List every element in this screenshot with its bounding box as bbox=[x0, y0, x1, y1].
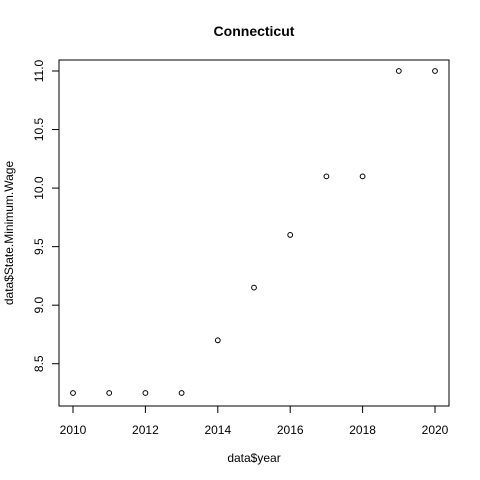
x-tick-label: 2018 bbox=[349, 423, 376, 437]
data-point bbox=[214, 337, 221, 344]
data-point bbox=[395, 68, 402, 74]
data-point bbox=[142, 390, 149, 396]
x-tick-label: 2012 bbox=[132, 423, 159, 437]
y-tick-label: 10.0 bbox=[32, 176, 46, 200]
y-tick-label: 9.0 bbox=[32, 297, 46, 314]
y-tick-label: 9.5 bbox=[32, 238, 46, 255]
data-point bbox=[359, 173, 366, 180]
y-axis: 8.5 9.0 9.5 10.0 10.5 11.0 bbox=[32, 59, 59, 372]
x-axis-label: data$year bbox=[227, 451, 280, 465]
y-tick-label: 8.5 bbox=[32, 355, 46, 372]
data-point bbox=[432, 68, 438, 74]
x-tick-label: 2014 bbox=[204, 423, 231, 437]
y-axis-label: data$State.Minimum.Wage bbox=[2, 161, 16, 306]
y-tick-label: 10.5 bbox=[32, 118, 46, 142]
data-points bbox=[70, 68, 438, 396]
data-point bbox=[251, 284, 257, 291]
x-axis: 2010 2012 2014 2016 2018 2020 bbox=[60, 406, 449, 437]
x-tick-label: 2010 bbox=[60, 423, 87, 437]
data-point bbox=[323, 173, 330, 180]
data-point bbox=[178, 390, 185, 396]
x-tick-label: 2016 bbox=[277, 423, 304, 437]
x-tick-label: 2020 bbox=[422, 423, 449, 437]
data-point bbox=[287, 232, 294, 238]
data-point bbox=[106, 390, 113, 396]
data-point bbox=[70, 390, 76, 396]
chart-title: Connecticut bbox=[214, 23, 295, 39]
y-tick-label: 11.0 bbox=[32, 59, 46, 82]
plot-frame bbox=[58, 59, 450, 407]
